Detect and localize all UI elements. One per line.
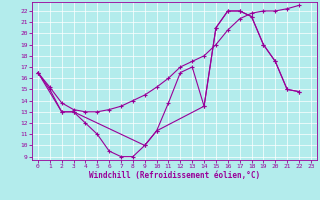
X-axis label: Windchill (Refroidissement éolien,°C): Windchill (Refroidissement éolien,°C) xyxy=(89,171,260,180)
